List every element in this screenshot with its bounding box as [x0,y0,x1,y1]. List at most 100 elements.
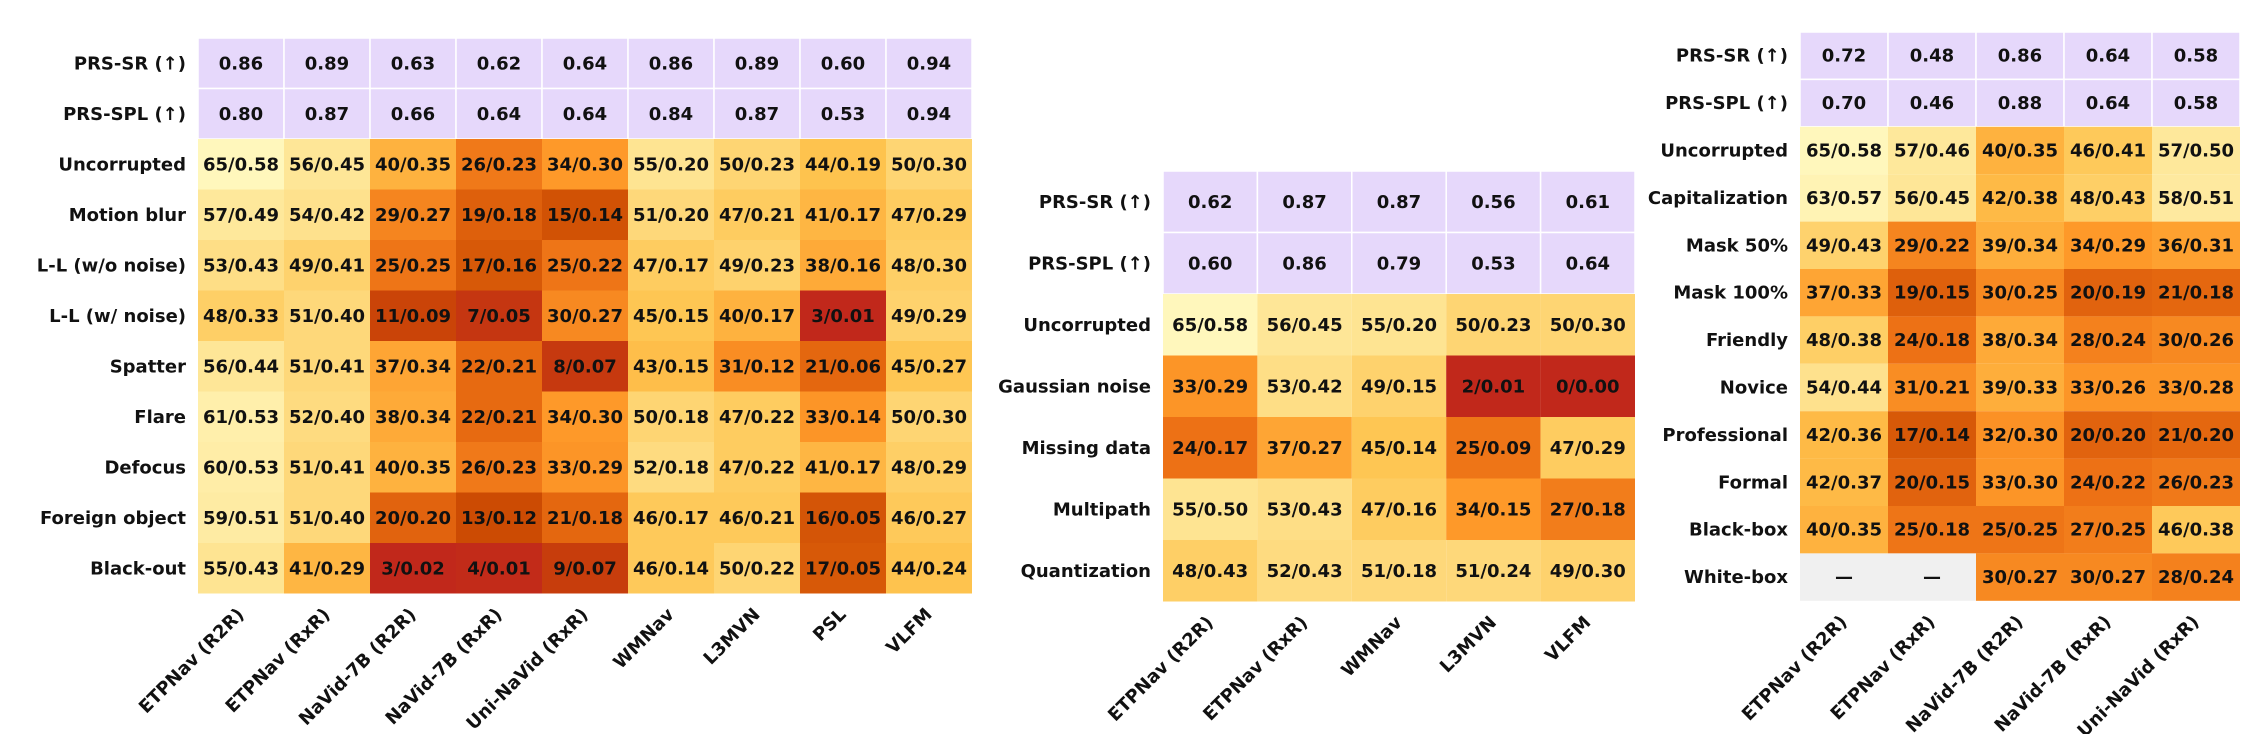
heatmap-cell-value: 50/0.30 [891,154,967,175]
heatmap-cell [1540,355,1635,417]
metric-row-label: PRS-SR (↑) [1676,46,1788,67]
heatmap-cell-value: 44/0.24 [891,558,967,579]
heatmap-cell [714,341,800,392]
heatmap-cell-value: 34/0.29 [2070,235,2146,256]
heatmap-cell [2152,363,2240,412]
heatmap-cell [370,290,456,341]
metric-cell [1799,78,1889,128]
heatmap-cell [886,341,972,392]
metric-cell [1351,170,1447,234]
heatmap-cell-value: 50/0.18 [633,407,709,428]
heatmap-cell-value: 52/0.43 [1267,561,1343,582]
heatmap-cell [456,492,542,543]
heatmap-cell-value: 45/0.27 [891,356,967,377]
heatmap-cell [1257,417,1352,479]
row-label: Black-box [1689,520,1788,541]
column-label: PSL [809,604,850,645]
column-label: VLFM [1541,612,1595,666]
heatmap-cell [198,391,284,442]
heatmap-panel-3: PRS-SR (↑) 0.72 0.48 0.86 0.64 0.58 PRS-SPL (↑… [1648,31,2241,734]
heatmap-cell [2152,126,2240,175]
heatmap-cell-value: 7/0.05 [467,306,531,327]
heatmap-cell [456,341,542,392]
heatmap-cell [370,240,456,291]
row-label: Missing data [1022,438,1151,459]
heatmap-cell [1888,506,1976,554]
heatmap-cell [1976,458,2064,506]
metric-cell-value: 0.61 [1566,192,1610,213]
heatmap-cell-value: 27/0.25 [2070,520,2146,541]
heatmap-cell [2064,411,2152,459]
metric-cell-value: 0.70 [1822,93,1866,114]
heatmap-cell-value: 3/0.02 [381,558,445,579]
heatmap-cell [1446,540,1541,602]
metric-cell-value: 0.53 [821,104,865,125]
heatmap-cell [1540,540,1635,602]
heatmap-cell [886,290,972,341]
heatmap-cell-value: 20/0.20 [2070,425,2146,446]
heatmap-cell-value: 21/0.20 [2158,425,2234,446]
heatmap-cell-value: 57/0.46 [1894,141,1970,162]
row-label: Capitalization [1648,188,1788,209]
metric-cell-value: 0.64 [1566,253,1610,274]
heatmap-cell-value: 47/0.17 [633,255,709,276]
heatmap-cell [2152,174,2240,222]
heatmap-cell [456,543,542,594]
heatmap-cell-value: 52/0.18 [633,457,709,478]
heatmap-cell-value: 37/0.34 [375,356,451,377]
heatmap-cell [800,442,886,493]
metric-cell-value: 0.87 [305,104,349,125]
column-label: WMNav [1337,612,1406,681]
heatmap-cell-value: 48/0.33 [203,306,279,327]
heatmap-cell-value: 15/0.14 [547,205,623,226]
heatmap-cell-value: 49/0.23 [719,255,795,276]
heatmap-cell [628,391,714,442]
heatmap-cell-value: 48/0.30 [891,255,967,276]
heatmap-cell-value: 0/0.00 [1556,376,1620,397]
heatmap-cell-value: 55/0.20 [633,154,709,175]
heatmap-cell-value: 25/0.25 [375,255,451,276]
heatmap-cell-value: 63/0.57 [1806,188,1882,209]
metric-cell [1256,170,1353,234]
metric-cell [1975,31,2065,81]
heatmap-cell-value: 31/0.21 [1894,378,1970,399]
heatmap-cell-value: 47/0.29 [1550,438,1626,459]
metric-cell [2151,78,2241,128]
heatmap-cell [542,391,628,442]
heatmap-cell-value: 4/0.01 [467,558,531,579]
heatmap-cell [1446,417,1541,479]
heatmap-cell-value: 56/0.45 [1894,188,1970,209]
heatmap-cell-value: 33/0.28 [2158,378,2234,399]
metric-cell-value: 0.84 [649,104,693,125]
heatmap-cell-value: 17/0.05 [805,558,881,579]
heatmap-cell-value: 2/0.01 [1462,376,1526,397]
metric-cell-value: 0.64 [477,104,521,125]
heatmap-cell [2152,221,2240,269]
metric-cell-value: 0.60 [821,53,865,74]
heatmap-cell [1800,363,1888,412]
metric-cell-value: 0.94 [907,104,951,125]
heatmap-cell [284,492,370,543]
heatmap-cell-value: 51/0.40 [289,508,365,529]
heatmap-cell [198,543,284,594]
heatmap-cell [198,240,284,291]
heatmap-cell-value: 50/0.23 [1455,315,1531,336]
heatmap-cell [542,341,628,392]
heatmap-cell-value: 25/0.22 [547,255,623,276]
metric-cell-value: 0.87 [1377,192,1421,213]
metric-cell-value: 0.79 [1377,253,1421,274]
heatmap-cell [1351,355,1447,417]
heatmap-cell [886,543,972,594]
heatmap-cell-value: 51/0.20 [633,205,709,226]
heatmap-cell-value: 39/0.33 [1982,378,2058,399]
row-label: L-L (w/o noise) [37,255,186,276]
heatmap-cell [1888,174,1976,222]
heatmap-cell [2064,221,2152,269]
heatmap-cell-value: 45/0.15 [633,306,709,327]
heatmap-cell-value: 25/0.18 [1894,520,1970,541]
heatmap-cell-value: 49/0.30 [1550,561,1626,582]
heatmap-cell [456,189,542,240]
metric-cell-value: 0.66 [391,104,435,125]
heatmap-cell-value: 20/0.20 [375,508,451,529]
